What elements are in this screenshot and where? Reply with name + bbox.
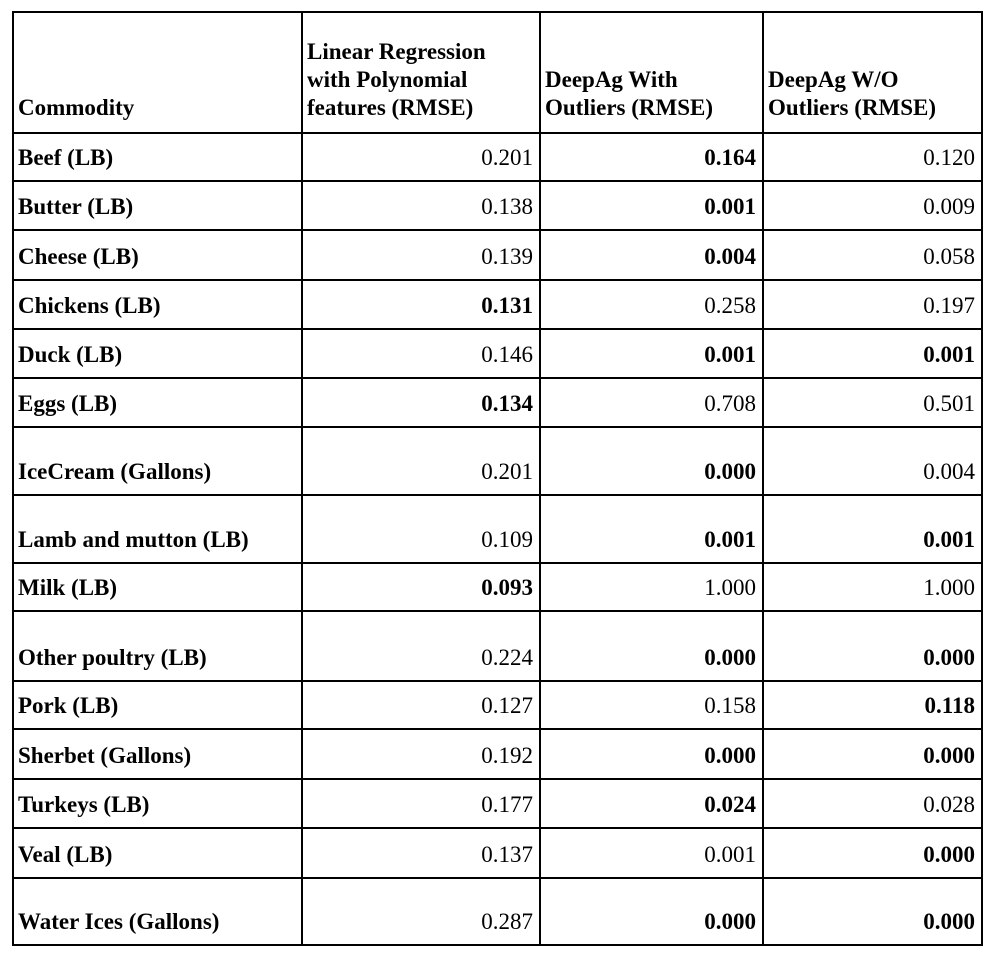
commodity-cell: Other poultry (LB) [12, 610, 303, 682]
commodity-cell: Veal (LB) [12, 827, 303, 879]
rmse-cell: 0.093 [301, 562, 541, 612]
rmse-cell: 0.197 [762, 279, 983, 330]
table-row: Lamb and mutton (LB) 0.109 0.001 0.001 [12, 494, 983, 564]
commodity-cell: Pork (LB) [12, 680, 303, 730]
commodity-cell: Cheese (LB) [12, 229, 303, 281]
table-row: Eggs (LB) 0.134 0.708 0.501 [12, 377, 983, 428]
rmse-cell: 0.009 [762, 180, 983, 231]
commodity-cell: Duck (LB) [12, 328, 303, 379]
rmse-cell: 0.158 [539, 680, 764, 730]
rmse-cell: 0.058 [762, 229, 983, 281]
header-cell: Commodity [12, 11, 303, 134]
table-row: Butter (LB) 0.138 0.001 0.009 [12, 180, 983, 231]
rmse-cell: 0.258 [539, 279, 764, 330]
header-row: Commodity Linear Regression with Polynomi… [12, 11, 983, 134]
rmse-cell: 0.024 [539, 778, 764, 829]
rmse-cell: 0.708 [539, 377, 764, 428]
commodity-cell: Eggs (LB) [12, 377, 303, 428]
rmse-cell: 0.001 [539, 328, 764, 379]
rmse-cell: 0.001 [539, 827, 764, 879]
rmse-cell: 0.000 [762, 877, 983, 946]
rmse-cell: 0.287 [301, 877, 541, 946]
table-row: Water Ices (Gallons) 0.287 0.000 0.000 [12, 877, 983, 946]
rmse-cell: 0.201 [301, 132, 541, 182]
rmse-cell: 0.001 [539, 180, 764, 231]
rmse-cell: 0.137 [301, 827, 541, 879]
results-table: Commodity Linear Regression with Polynomi… [12, 11, 983, 946]
commodity-cell: Water Ices (Gallons) [12, 877, 303, 946]
rmse-cell: 0.138 [301, 180, 541, 231]
rmse-cell: 0.000 [762, 827, 983, 879]
rmse-cell: 1.000 [762, 562, 983, 612]
rmse-cell: 0.000 [762, 610, 983, 682]
rmse-cell: 0.177 [301, 778, 541, 829]
table-row: Other poultry (LB) 0.224 0.000 0.000 [12, 610, 983, 682]
rmse-cell: 0.131 [301, 279, 541, 330]
rmse-cell: 0.004 [539, 229, 764, 281]
rmse-cell: 0.192 [301, 728, 541, 780]
rmse-cell: 0.164 [539, 132, 764, 182]
rmse-cell: 0.001 [539, 494, 764, 564]
rmse-cell: 0.109 [301, 494, 541, 564]
rmse-cell: 0.001 [762, 494, 983, 564]
table-row: Chickens (LB) 0.131 0.258 0.197 [12, 279, 983, 330]
table-row: IceCream (Gallons) 0.201 0.000 0.004 [12, 426, 983, 496]
rmse-cell: 0.000 [539, 610, 764, 682]
rmse-cell: 0.127 [301, 680, 541, 730]
commodity-cell: Sherbet (Gallons) [12, 728, 303, 780]
rmse-cell: 0.000 [539, 728, 764, 780]
table-row: Veal (LB) 0.137 0.001 0.000 [12, 827, 983, 879]
table-row: Sherbet (Gallons) 0.192 0.000 0.000 [12, 728, 983, 780]
commodity-cell: Beef (LB) [12, 132, 303, 182]
commodity-cell: Lamb and mutton (LB) [12, 494, 303, 564]
table-row: Duck (LB) 0.146 0.001 0.001 [12, 328, 983, 379]
header-cell: DeepAg With Outliers (RMSE) [539, 11, 764, 134]
rmse-cell: 0.118 [762, 680, 983, 730]
table-row: Pork (LB) 0.127 0.158 0.118 [12, 680, 983, 730]
rmse-cell: 0.146 [301, 328, 541, 379]
table-row: Turkeys (LB) 0.177 0.024 0.028 [12, 778, 983, 829]
header-cell: Linear Regression with Polynomial featur… [301, 11, 541, 134]
rmse-cell: 0.224 [301, 610, 541, 682]
table-row: Cheese (LB) 0.139 0.004 0.058 [12, 229, 983, 281]
rmse-cell: 0.139 [301, 229, 541, 281]
commodity-cell: Butter (LB) [12, 180, 303, 231]
rmse-cell: 0.000 [539, 877, 764, 946]
rmse-cell: 0.000 [762, 728, 983, 780]
commodity-cell: Turkeys (LB) [12, 778, 303, 829]
header-cell: DeepAg W/O Outliers (RMSE) [762, 11, 983, 134]
rmse-cell: 0.001 [762, 328, 983, 379]
table-row: Milk (LB) 0.093 1.000 1.000 [12, 562, 983, 612]
rmse-cell: 0.004 [762, 426, 983, 496]
rmse-cell: 0.201 [301, 426, 541, 496]
commodity-cell: Chickens (LB) [12, 279, 303, 330]
table-row: Beef (LB) 0.201 0.164 0.120 [12, 132, 983, 182]
commodity-cell: Milk (LB) [12, 562, 303, 612]
commodity-cell: IceCream (Gallons) [12, 426, 303, 496]
rmse-cell: 0.501 [762, 377, 983, 428]
rmse-cell: 0.028 [762, 778, 983, 829]
rmse-cell: 1.000 [539, 562, 764, 612]
rmse-cell: 0.000 [539, 426, 764, 496]
rmse-cell: 0.134 [301, 377, 541, 428]
rmse-cell: 0.120 [762, 132, 983, 182]
